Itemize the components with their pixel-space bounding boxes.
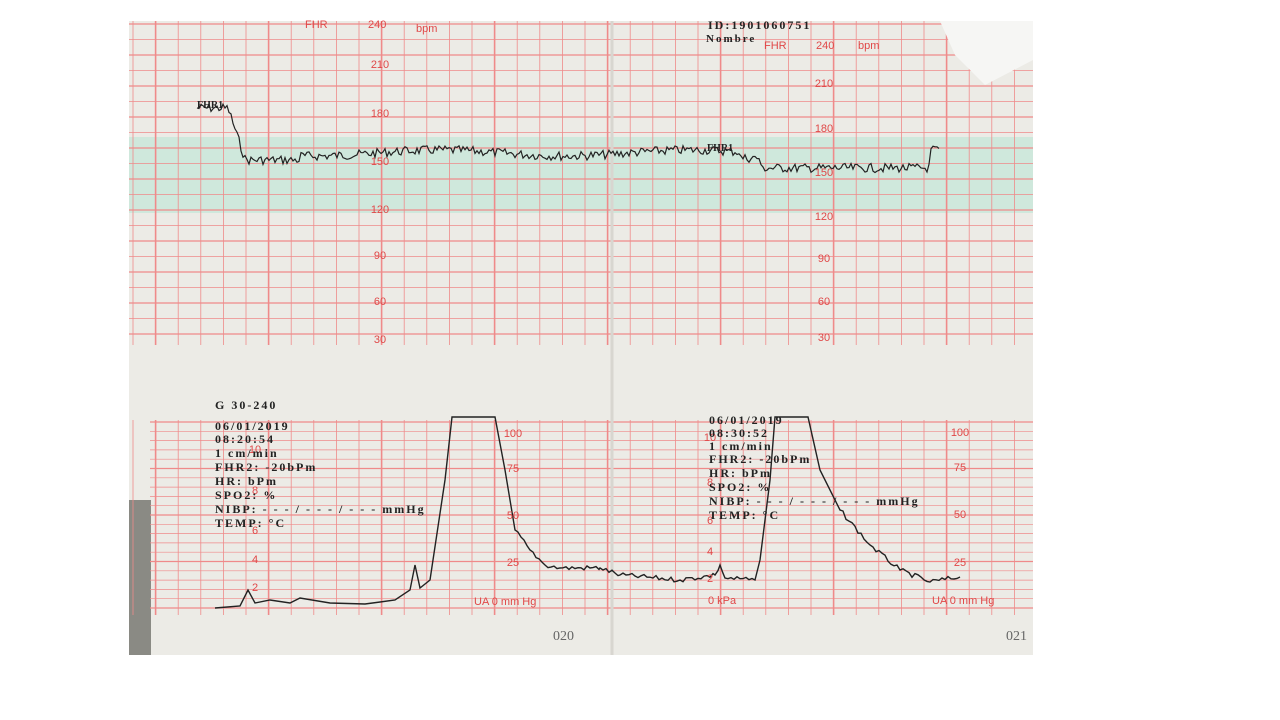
paper: [129, 21, 1033, 655]
fhr-tick-label: 150: [371, 156, 389, 168]
record-line: TEMP: °C: [709, 508, 780, 522]
record-line: NIBP: - - - / - - - / - - - mmHg: [709, 494, 920, 508]
kpa-tick-label: 8: [252, 485, 258, 497]
record-line: SPO2: %: [709, 480, 771, 494]
fhr-tick-label: 60: [374, 296, 386, 308]
scale-label: FHR: [764, 40, 787, 52]
patient-id: ID:1901060751: [708, 18, 811, 32]
fhr-tick-label: 60: [818, 296, 830, 308]
fhr-tick-label: 90: [374, 250, 386, 262]
kpa-tick-label: 4: [252, 554, 258, 566]
fhr-tick-label: 180: [815, 123, 833, 135]
ua-tick-label: 25: [507, 557, 519, 569]
scale-label: FHR: [305, 19, 328, 31]
record-line: HR: bPm: [215, 474, 278, 488]
record-line: 06/01/2019: [709, 413, 784, 427]
fhr-tick-label: 120: [371, 204, 389, 216]
record-line: 06/01/2019: [215, 419, 290, 433]
kpa-axis-label: 0 kPa: [708, 595, 737, 607]
ua-tick-label: 25: [954, 557, 966, 569]
scale-top: 240: [368, 19, 386, 31]
trace-label: FHR1: [707, 143, 733, 154]
kpa-tick-label: 10: [704, 432, 716, 444]
kpa-tick-label: 6: [707, 515, 713, 527]
normal-band: [129, 137, 1033, 213]
ua-axis-label: UA 0 mm Hg: [474, 596, 536, 608]
page-number: 020: [553, 629, 574, 644]
kpa-tick-label: 2: [707, 573, 713, 585]
record-line: 1 cm/min: [215, 446, 279, 460]
record-line: G 30-240: [215, 398, 277, 412]
fhr-tick-label: 90: [818, 253, 830, 265]
record-line: SPO2: %: [215, 488, 277, 502]
record-line: TEMP: °C: [215, 516, 286, 530]
ua-tick-label: 50: [507, 510, 519, 522]
record-line: FHR2: -20bPm: [215, 460, 317, 474]
fhr-trace: [196, 102, 940, 174]
fhr-tick-label: 210: [371, 59, 389, 71]
unit: bpm: [416, 23, 437, 35]
paper-corner: [940, 21, 1033, 85]
page-number: 021: [1006, 629, 1027, 644]
fhr-tick-label: 120: [815, 211, 833, 223]
record-line: NIBP: - - - / - - - / - - - mmHg: [215, 502, 426, 516]
ua-trace: [214, 416, 961, 609]
record-line: 08:30:52: [709, 426, 769, 440]
ua-tick-label: 100: [504, 428, 522, 440]
kpa-tick-label: 8: [707, 477, 713, 489]
scale-top: 240: [816, 40, 834, 52]
ua-tick-label: 75: [954, 462, 966, 474]
fhr-tick-label: 30: [818, 332, 830, 344]
ua-tick-label: 75: [507, 463, 519, 475]
fhr-tick-label: 180: [371, 108, 389, 120]
unit: bpm: [858, 40, 879, 52]
ua-axis-label: UA 0 mm Hg: [932, 595, 994, 607]
record-line: 08:20:54: [215, 432, 275, 446]
fhr-tick-label: 210: [815, 78, 833, 90]
trace-label: FHR1: [197, 100, 223, 111]
ua-tick-label: 50: [954, 509, 966, 521]
kpa-tick-label: 2: [252, 582, 258, 594]
kpa-tick-label: 6: [252, 525, 258, 537]
record-line: 1 cm/min: [709, 439, 773, 453]
record-line: FHR2: -20bPm: [709, 452, 811, 466]
record-line: HR: bPm: [709, 466, 772, 480]
ua-tick-label: 100: [951, 427, 969, 439]
kpa-tick-label: 4: [707, 546, 713, 558]
name-label: Nombre: [706, 33, 756, 45]
table-edge: [129, 500, 151, 655]
fhr-tick-label: 30: [374, 334, 386, 346]
fhr-tick-label: 150: [815, 167, 833, 179]
kpa-tick-label: 10: [249, 444, 261, 456]
